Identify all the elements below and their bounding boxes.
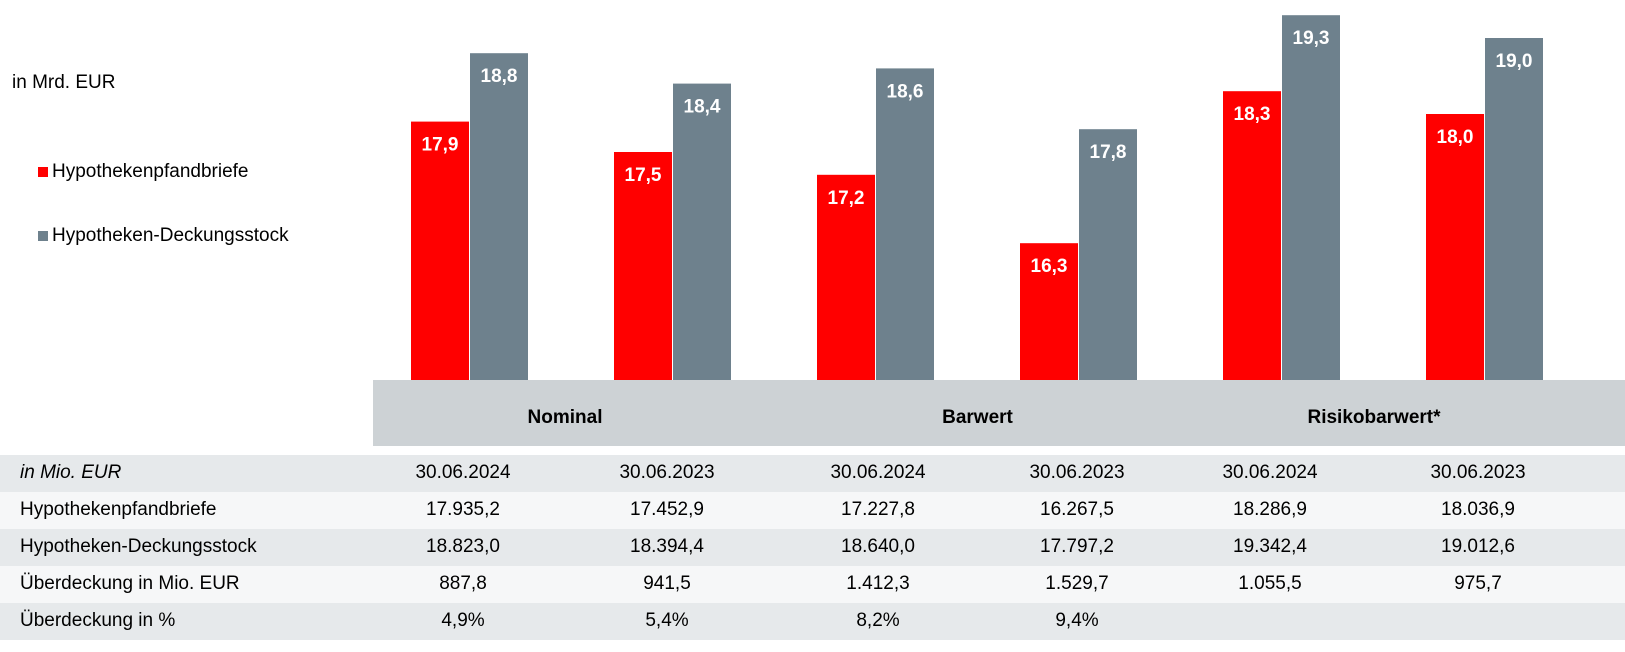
cell-value: 5,4% [645,610,688,631]
row-label: Hypotheken-Deckungsstock [20,536,257,557]
bar [1426,114,1484,380]
cell-value: 1.412,3 [846,573,909,594]
group-label: Nominal [528,407,603,428]
cell-value: 9,4% [1055,610,1098,631]
cell-value: 4,9% [441,610,484,631]
cell-value: 30.06.2024 [1222,462,1318,483]
legend-swatch [38,231,48,241]
value-label: 19,3 [1293,28,1330,49]
table-row [0,455,1625,492]
group-label: Barwert [942,407,1013,428]
bar [411,121,469,380]
value-label: 17,8 [1090,142,1127,163]
value-label: 18,0 [1437,127,1474,148]
cell-value: 30.06.2023 [619,462,714,483]
row-label: Überdeckung in Mio. EUR [20,573,240,594]
legend-swatch [38,167,48,177]
cell-value: 17.797,2 [1040,536,1114,557]
value-label: 19,0 [1496,51,1533,72]
unit-label: in Mrd. EUR [12,72,115,93]
row-label: in Mio. EUR [20,462,122,483]
value-label: 17,5 [625,165,662,186]
bar [876,68,934,381]
bar [1485,38,1543,380]
cell-value: 1.055,5 [1238,573,1301,594]
bar [614,152,672,380]
cell-value: 941,5 [643,573,691,594]
value-label: 18,8 [481,66,518,87]
cell-value: 17.935,2 [426,499,500,520]
cell-value: 1.529,7 [1045,573,1108,594]
cell-value: 17.452,9 [630,499,704,520]
cell-value: 30.06.2023 [1029,462,1124,483]
cell-value: 19.012,6 [1441,536,1515,557]
cell-value: 18.394,4 [630,536,704,557]
bar [1223,91,1281,380]
bar [470,53,528,380]
value-label: 17,2 [828,188,865,209]
table-row [0,566,1625,603]
cell-value: 8,2% [856,610,899,631]
bar [673,83,731,380]
value-label: 18,3 [1234,104,1271,125]
bar [817,174,875,380]
cell-value: 975,7 [1454,573,1502,594]
legend-label: Hypothekenpfandbriefe [52,161,248,182]
cell-value: 18.286,9 [1233,499,1307,520]
row-label: Hypothekenpfandbriefe [20,499,216,520]
value-label: 18,6 [887,81,924,102]
value-label: 18,4 [684,97,721,118]
table-row [0,529,1625,566]
bar [1079,129,1137,380]
cell-value: 30.06.2023 [1430,462,1525,483]
cell-value: 18.036,9 [1441,499,1515,520]
cell-value: 887,8 [439,573,487,594]
table-group-header [373,380,1625,446]
cell-value: 30.06.2024 [830,462,926,483]
table-row [0,492,1625,529]
cell-value: 30.06.2024 [415,462,511,483]
cell-value: 18.823,0 [426,536,500,557]
bar [1282,15,1340,380]
cell-value: 19.342,4 [1233,536,1307,557]
value-label: 17,9 [422,135,459,156]
row-label: Überdeckung in % [20,610,175,631]
legend-label: Hypotheken-Deckungsstock [52,225,289,246]
cell-value: 17.227,8 [841,499,915,520]
cell-value: 16.267,5 [1040,499,1114,520]
table-row [0,603,1625,640]
group-label: Risikobarwert* [1307,407,1441,428]
cell-value: 18.640,0 [841,536,915,557]
value-label: 16,3 [1031,256,1068,277]
bar [1020,243,1078,380]
